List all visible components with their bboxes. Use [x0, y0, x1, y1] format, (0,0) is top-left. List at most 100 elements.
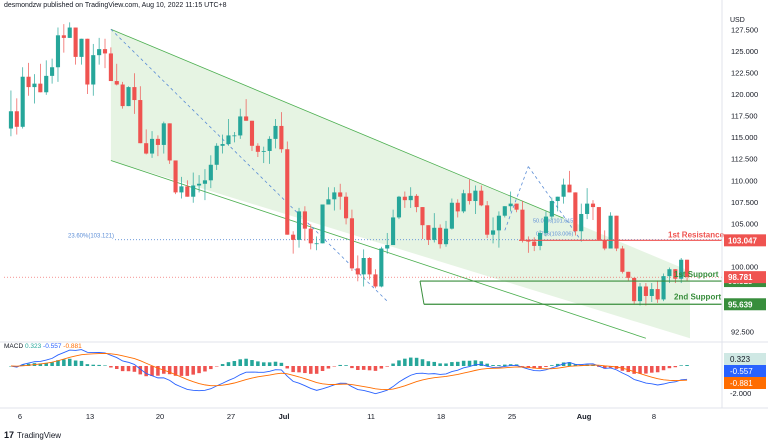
candle-body[interactable] — [673, 269, 678, 279]
candle-body[interactable] — [232, 135, 237, 137]
candle-body[interactable] — [238, 116, 243, 136]
candle-body[interactable] — [561, 184, 566, 197]
candle-body[interactable] — [55, 35, 61, 68]
candle-body[interactable] — [120, 84, 125, 107]
candle-body[interactable] — [385, 245, 390, 249]
candle-body[interactable] — [208, 164, 213, 181]
candle-body[interactable] — [355, 268, 360, 275]
candle-body[interactable] — [73, 27, 78, 57]
candle-body[interactable] — [461, 193, 466, 212]
candle-body[interactable] — [349, 218, 354, 269]
candle-body[interactable] — [132, 87, 137, 101]
candle-body[interactable] — [396, 196, 402, 218]
candle-body[interactable] — [602, 239, 607, 249]
candle-body[interactable] — [91, 55, 96, 85]
candle-body[interactable] — [643, 286, 648, 296]
candle-body[interactable] — [438, 227, 443, 245]
candle-body[interactable] — [244, 116, 249, 121]
candle-body[interactable] — [126, 87, 131, 107]
candle-body[interactable] — [97, 49, 102, 56]
candle-body[interactable] — [326, 199, 331, 205]
candle-body[interactable] — [291, 234, 296, 240]
candle-body[interactable] — [567, 184, 572, 193]
candle-body[interactable] — [608, 215, 613, 249]
candle-body[interactable] — [585, 203, 590, 214]
candle-body[interactable] — [173, 160, 178, 193]
candle-body[interactable] — [508, 203, 513, 207]
candle-body[interactable] — [161, 123, 166, 145]
candle-body[interactable] — [420, 207, 425, 226]
candle-body[interactable] — [267, 138, 272, 151]
candle-body[interactable] — [20, 76, 25, 127]
candle-body[interactable] — [197, 183, 202, 186]
candle-body[interactable] — [379, 248, 384, 287]
candle-body[interactable] — [332, 192, 337, 200]
candle-body[interactable] — [361, 258, 366, 275]
candle-body[interactable] — [432, 227, 437, 240]
candle-body[interactable] — [514, 203, 519, 210]
candle-body[interactable] — [685, 259, 690, 277]
candle-body[interactable] — [467, 193, 472, 202]
candle-body[interactable] — [414, 195, 419, 208]
candle-body[interactable] — [61, 35, 66, 38]
candle-body[interactable] — [532, 241, 537, 246]
candle-body[interactable] — [479, 190, 484, 206]
candle-body[interactable] — [279, 125, 284, 150]
candle-body[interactable] — [44, 75, 49, 93]
candle-body[interactable] — [220, 144, 225, 146]
candle-body[interactable] — [202, 180, 208, 184]
candle-body[interactable] — [555, 196, 560, 202]
candle-body[interactable] — [185, 186, 190, 197]
candle-body[interactable] — [667, 269, 672, 277]
candle-body[interactable] — [649, 289, 654, 296]
candle-body[interactable] — [579, 213, 584, 232]
candle-body[interactable] — [590, 203, 596, 208]
candle-body[interactable] — [485, 205, 490, 235]
candle-body[interactable] — [573, 192, 578, 232]
candle-body[interactable] — [67, 27, 72, 38]
candle-body[interactable] — [596, 207, 601, 240]
candle-body[interactable] — [538, 232, 543, 246]
candle-body[interactable] — [426, 225, 431, 240]
candle-body[interactable] — [344, 196, 349, 219]
candle-body[interactable] — [79, 38, 84, 57]
candle-body[interactable] — [679, 259, 684, 279]
candle-body[interactable] — [367, 258, 372, 275]
candle-body[interactable] — [50, 67, 55, 76]
candle-body[interactable] — [14, 111, 19, 127]
candle-body[interactable] — [144, 143, 149, 154]
candle-body[interactable] — [296, 211, 302, 240]
candle-body[interactable] — [626, 271, 631, 278]
candle-body[interactable] — [320, 204, 325, 244]
candle-body[interactable] — [520, 209, 525, 240]
candle-body[interactable] — [373, 274, 378, 287]
candle-body[interactable] — [449, 202, 454, 229]
candle-body[interactable] — [302, 211, 307, 229]
candle-body[interactable] — [502, 206, 507, 216]
candle-body[interactable] — [496, 215, 501, 231]
candle-body[interactable] — [149, 138, 155, 154]
candle-body[interactable] — [261, 150, 266, 152]
candle-body[interactable] — [273, 125, 278, 139]
candle-body[interactable] — [338, 192, 343, 197]
candle-body[interactable] — [32, 83, 37, 88]
candle-body[interactable] — [38, 83, 43, 93]
candle-body[interactable] — [408, 195, 413, 201]
candle-body[interactable] — [108, 53, 113, 82]
candle-body[interactable] — [490, 230, 496, 235]
candle-body[interactable] — [402, 196, 407, 201]
candle-body[interactable] — [614, 215, 619, 249]
candle-body[interactable] — [285, 149, 290, 235]
candle-body[interactable] — [179, 186, 184, 193]
candle-body[interactable] — [155, 138, 160, 145]
candle-body[interactable] — [26, 76, 31, 88]
candle-body[interactable] — [391, 217, 396, 246]
candle-body[interactable] — [543, 216, 549, 233]
candle-body[interactable] — [249, 120, 255, 146]
candle-body[interactable] — [114, 81, 119, 85]
candle-body[interactable] — [549, 201, 554, 217]
candle-body[interactable] — [655, 289, 660, 300]
candle-body[interactable] — [473, 190, 478, 202]
candle-body[interactable] — [226, 135, 231, 145]
